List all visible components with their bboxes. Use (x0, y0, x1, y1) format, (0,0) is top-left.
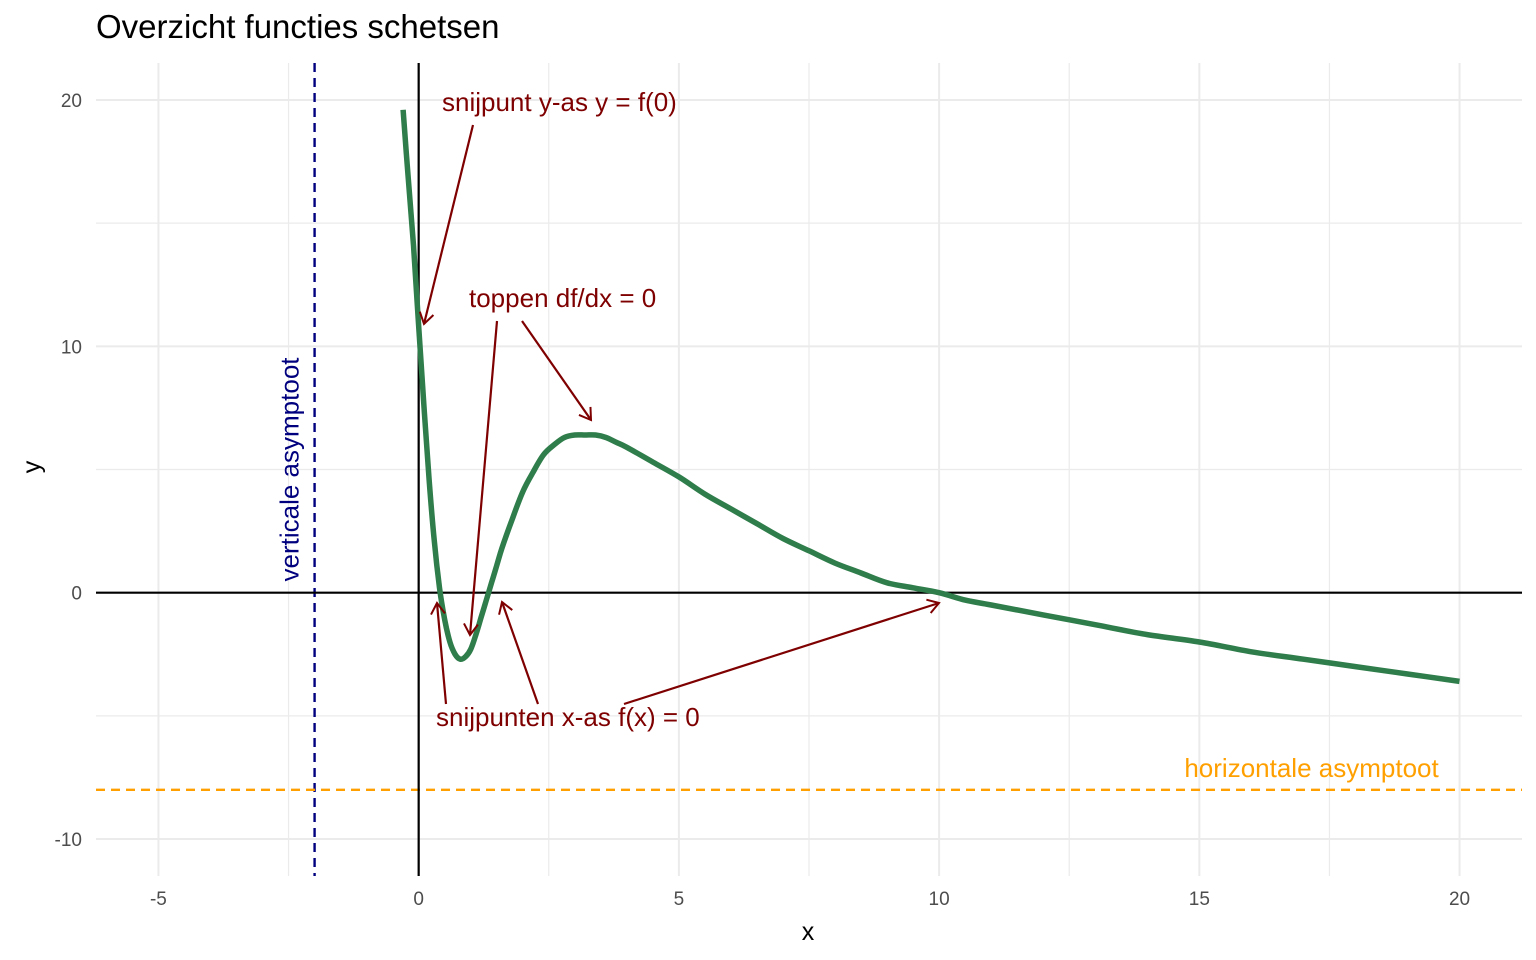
x-tick-label: 15 (1189, 889, 1210, 910)
x-tick-label: 5 (674, 889, 685, 910)
horizontal-asymptote-label: horizontale asymptoot (1184, 753, 1439, 783)
annotation-label: snijpunten x-as f(x) = 0 (436, 702, 700, 732)
annotation-label: snijpunt y-as y = f(0) (442, 87, 677, 117)
series (400, 109, 1460, 685)
annotation-arrow (623, 598, 941, 706)
annotation-arrow (463, 320, 499, 637)
annotation-arrow (498, 600, 540, 705)
x-tick-label: 0 (413, 889, 424, 910)
y-tick-label: 0 (71, 584, 82, 605)
x-tick-label: 20 (1449, 889, 1470, 910)
y-tick-label: 10 (61, 337, 82, 358)
vertical-asymptote-label: verticale asymptoot (275, 357, 305, 582)
annotation-label: toppen df/dx = 0 (469, 283, 656, 313)
x-tick-label: -5 (150, 889, 167, 910)
y-axis-title: y (18, 460, 46, 473)
axis-lines (96, 63, 1522, 876)
annotations: snijpunt y-as y = f(0) toppen df/dx = 0 sn… (418, 87, 941, 732)
chart-title: Overzicht functies schetsen (96, 8, 500, 45)
series-line-0 (400, 109, 1460, 685)
annotation-arrow (430, 601, 448, 705)
x-tick-label: 10 (929, 889, 950, 910)
y-tick-label: -10 (55, 830, 82, 851)
tick-labels: -5 0 5 10 15 20 -10 0 10 20 (55, 91, 1471, 910)
y-tick-label: 20 (61, 91, 82, 112)
annotation-arrow (521, 320, 593, 422)
x-axis-title: x (802, 918, 815, 946)
reference-lines: verticale asymptoot horizontale asymptoot (96, 63, 1522, 876)
annotation-arrow (418, 124, 475, 326)
